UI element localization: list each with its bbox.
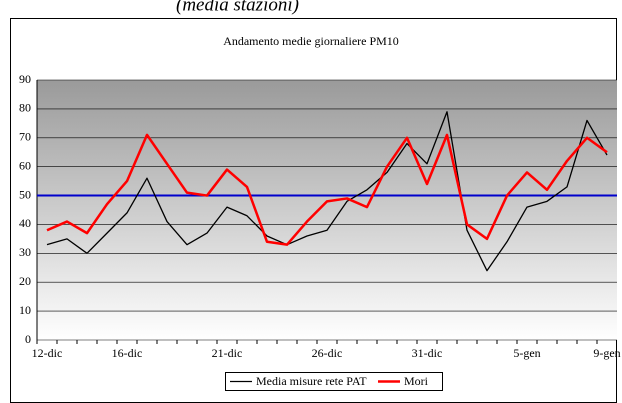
y-tick-label: 70: [19, 130, 31, 144]
x-tick-label: 5-gen: [513, 346, 540, 360]
x-tick-label: 9-gen: [593, 346, 620, 360]
x-tick-label: 26-dic: [312, 346, 343, 360]
y-tick-label: 40: [19, 216, 31, 230]
legend: [225, 372, 443, 391]
y-tick-label: 10: [19, 303, 31, 317]
series-line: [46, 111, 608, 272]
y-tick-label: 90: [19, 72, 31, 86]
x-tick-label: 31-dic: [412, 346, 443, 360]
y-tick-label: 50: [19, 187, 31, 201]
series-line: [46, 133, 608, 246]
y-tick-label: 20: [19, 274, 31, 288]
y-tick-label: 80: [19, 101, 31, 115]
chart-title: Andamento medie giornaliere PM10: [223, 34, 399, 48]
x-tick-label: 16-dic: [112, 346, 143, 360]
x-tick-label: 21-dic: [212, 346, 243, 360]
legend-label: Mori: [404, 374, 429, 388]
y-tick-label: 0: [25, 332, 31, 346]
caption: (media stazioni): [176, 0, 299, 15]
x-tick-label: 12-dic: [32, 346, 63, 360]
y-tick-label: 60: [19, 158, 31, 172]
legend-label: Media misure rete PAT: [256, 374, 367, 388]
y-tick-label: 30: [19, 245, 31, 259]
plot-area: [37, 80, 617, 340]
